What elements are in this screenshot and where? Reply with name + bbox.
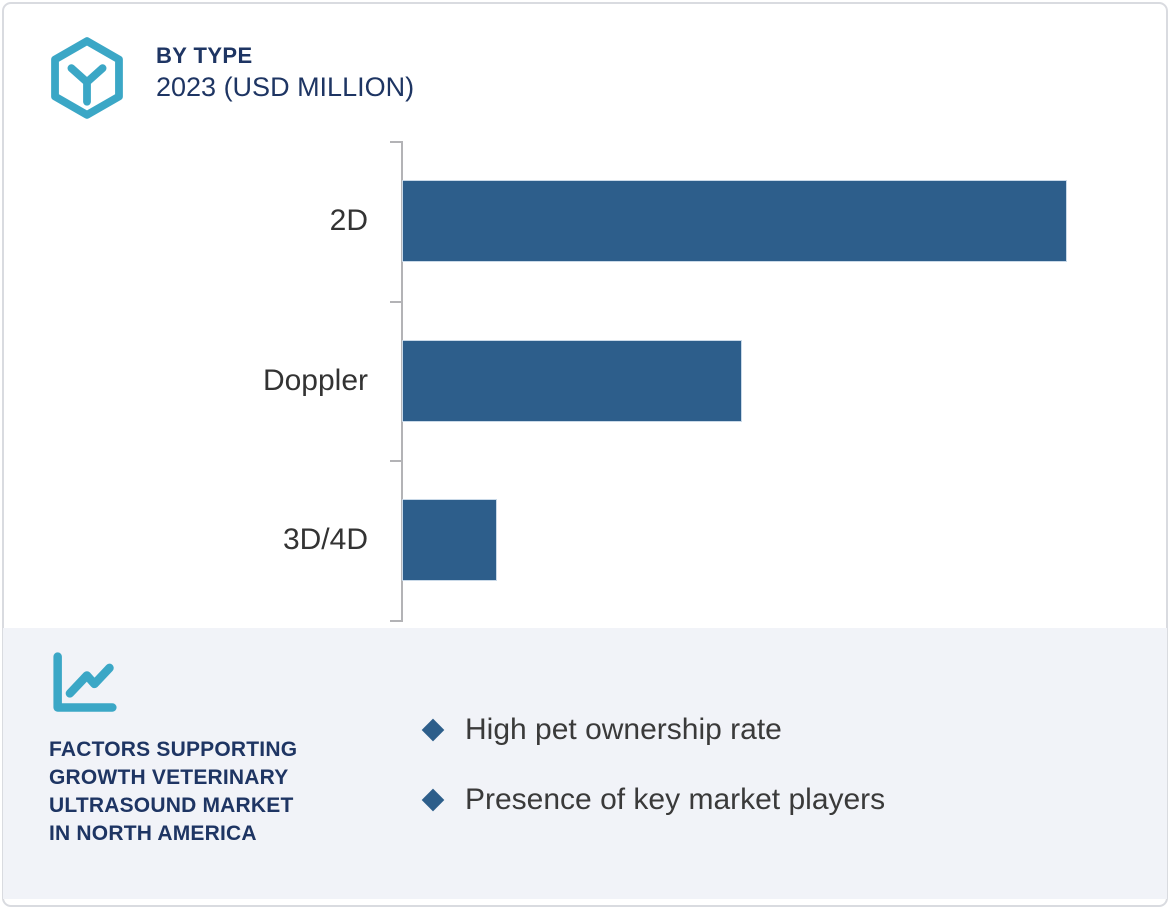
bullet-list: High pet ownership rate Presence of key m… (421, 708, 886, 822)
axis-tick (390, 141, 401, 143)
line-chart-icon (49, 650, 121, 721)
factors-panel: FACTORS SUPPORTING GROWTH VETERINARY ULTRA… (3, 628, 1167, 899)
hexagon-cube-icon (46, 36, 128, 120)
diamond-bullet-icon (421, 788, 445, 812)
list-item: Presence of key market players (421, 778, 886, 822)
value-axis (401, 141, 403, 623)
page-subtitle: 2023 (USD MILLION) (156, 72, 415, 102)
bar-doppler (403, 340, 742, 421)
chart-header: BY TYPE 2023 (USD MILLION) (46, 36, 414, 120)
factors-heading-line: FACTORS SUPPORTING (49, 738, 298, 761)
list-item: High pet ownership rate (421, 708, 885, 752)
category-label-3d-4d: 3D/4D (282, 523, 368, 557)
axis-tick (390, 460, 401, 463)
bar-2d (403, 180, 1066, 261)
bar-3d-4d (403, 500, 496, 581)
factors-heading: FACTORS SUPPORTING GROWTH VETERINARY ULTRA… (49, 736, 379, 848)
bullet-text: Presence of key market players (465, 783, 886, 816)
factors-heading-line: ULTRASOUND MARKET (49, 794, 294, 817)
category-label-2d: 2D (329, 203, 368, 237)
category-label-doppler: Doppler (262, 363, 368, 397)
axis-tick (390, 620, 401, 623)
factors-heading-line: IN NORTH AMERICA (49, 822, 257, 845)
chart-titles: BY TYPE 2023 (USD MILLION) (156, 36, 414, 104)
page-title: BY TYPE (156, 43, 253, 68)
bullet-text: High pet ownership rate (465, 713, 782, 746)
factors-heading-line: GROWTH VETERINARY (49, 766, 289, 789)
axis-tick (390, 300, 401, 303)
diamond-bullet-icon (421, 718, 445, 742)
